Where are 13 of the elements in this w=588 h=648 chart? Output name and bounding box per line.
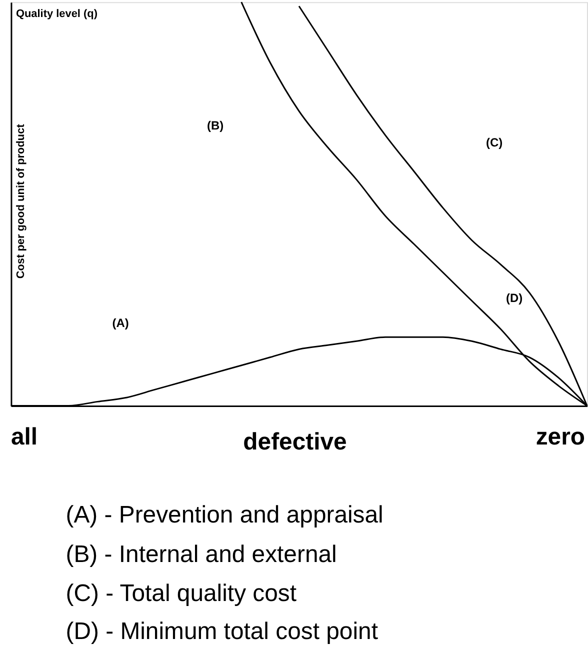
text: (A) - Prevention and appraisal xyxy=(66,501,384,528)
text: (B) - Internal and external xyxy=(66,541,337,568)
text: Quality level (q) xyxy=(16,8,98,20)
x-axis-title: defective xyxy=(243,428,347,456)
text: zero xyxy=(536,424,586,451)
text: (C) - Total quality cost xyxy=(66,580,297,608)
text: all xyxy=(10,424,38,451)
annotation: (A) xyxy=(112,316,129,330)
annotation: (D) xyxy=(506,291,523,306)
y-axis-title: Cost per good unit of product xyxy=(14,124,27,279)
text: (D) - Minimum total cost point xyxy=(66,618,378,645)
annotation: (C) xyxy=(486,136,503,150)
annotation: (B) xyxy=(206,118,224,133)
